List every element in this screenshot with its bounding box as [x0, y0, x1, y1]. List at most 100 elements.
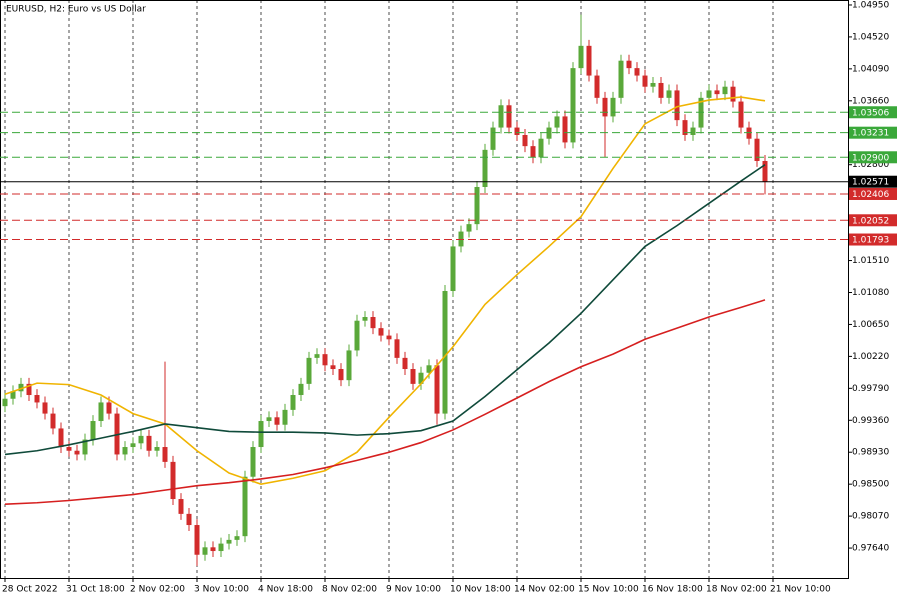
x-tick-label: 2 Nov 02:00 — [130, 585, 185, 595]
level-label: 1.02052 — [852, 216, 889, 226]
candle-body — [202, 547, 208, 555]
y-tick-label: 0.99360 — [852, 416, 889, 426]
candle-body — [474, 186, 480, 225]
candle-body — [290, 395, 296, 410]
candle-body — [522, 134, 528, 147]
candle-body — [722, 86, 728, 95]
candle-body — [738, 101, 744, 128]
y-tick-label: 1.02800 — [852, 160, 889, 170]
y-tick-label: 1.04090 — [852, 64, 889, 74]
x-tick-label: 28 Oct 2022 — [2, 585, 58, 595]
level-label-box — [849, 126, 897, 139]
candle-body — [82, 439, 88, 455]
candle-body — [602, 97, 608, 117]
candle-body — [546, 127, 552, 139]
candle-body — [298, 383, 304, 396]
candle-body — [498, 105, 504, 128]
x-tick-label: 18 Nov 02:00 — [706, 585, 767, 595]
candle-body — [410, 369, 416, 384]
candle-body — [322, 354, 328, 366]
plot-frame — [0, 0, 849, 579]
candle-body — [530, 146, 536, 158]
candle-body — [666, 90, 672, 98]
level-label: 1.03231 — [852, 129, 889, 139]
candle-body — [690, 127, 696, 135]
y-tick-label: 1.01510 — [852, 256, 889, 266]
y-tick-label: 0.98070 — [852, 512, 889, 522]
candle-body — [18, 383, 24, 392]
y-tick-label: 1.04520 — [852, 32, 889, 42]
candle-body — [242, 476, 248, 537]
candle-body — [210, 547, 216, 552]
candle-body — [442, 291, 448, 414]
candle-body — [194, 525, 200, 555]
y-tick-label: 0.98930 — [852, 448, 889, 458]
y-tick-label: 1.01080 — [852, 288, 889, 298]
moving-average — [4, 96, 766, 485]
candle-body — [506, 105, 512, 128]
candle-body — [26, 383, 32, 396]
candle-body — [618, 60, 624, 98]
level-label: 1.02406 — [852, 190, 889, 200]
level-label: 1.01793 — [852, 236, 889, 246]
x-tick-label: 9 Nov 10:00 — [386, 585, 441, 595]
candle-body — [418, 372, 424, 384]
level-label-box — [849, 214, 897, 227]
candle-body — [34, 395, 40, 403]
candle-body — [554, 116, 560, 128]
candle-body — [626, 60, 632, 69]
y-tick-label: 1.03660 — [852, 96, 889, 106]
level-label: 1.02571 — [852, 178, 889, 188]
candle-body — [466, 224, 472, 232]
candle-body — [162, 447, 168, 462]
candle-body — [314, 354, 320, 358]
candle-body — [490, 127, 496, 150]
x-tick-label: 16 Nov 18:00 — [642, 585, 703, 595]
moving-average — [4, 164, 766, 456]
candle-body — [706, 90, 712, 98]
x-tick-label: 3 Nov 10:00 — [194, 585, 249, 595]
candle-body — [50, 413, 56, 429]
candle-body — [714, 90, 720, 95]
candle-body — [2, 398, 8, 407]
candle-body — [370, 317, 376, 329]
level-label: 1.03506 — [852, 108, 889, 118]
candle-body — [450, 246, 456, 292]
candle-body — [570, 68, 576, 143]
candle-body — [98, 402, 104, 422]
candle-body — [634, 68, 640, 76]
candle-body — [362, 317, 368, 321]
candle-body — [762, 160, 768, 182]
candle-body — [154, 447, 160, 451]
level-label: 1.02900 — [852, 153, 889, 163]
candle-body — [354, 320, 360, 351]
x-tick-label: 4 Nov 18:00 — [258, 585, 313, 595]
candle-body — [650, 82, 656, 87]
x-tick-label: 10 Nov 18:00 — [450, 585, 511, 595]
candle-body — [642, 75, 648, 87]
candle-body — [10, 391, 16, 399]
level-label-box — [849, 233, 897, 246]
candle-body — [482, 149, 488, 187]
candle-body — [514, 127, 520, 135]
candle-body — [258, 421, 264, 448]
moving-average — [4, 299, 766, 506]
candle-body — [170, 461, 176, 500]
candle-body — [394, 339, 400, 358]
candle-body — [106, 402, 112, 414]
candle-body — [386, 335, 392, 340]
y-tick-label: 1.04950 — [852, 0, 889, 10]
candle-body — [578, 45, 584, 69]
level-label-box — [849, 175, 897, 188]
candle-body — [42, 402, 48, 414]
candle-body — [586, 45, 592, 76]
candle-body — [594, 75, 600, 98]
level-label-box — [849, 187, 897, 200]
candle-body — [250, 447, 256, 477]
level-label-box — [849, 106, 897, 119]
candle-body — [562, 116, 568, 143]
candle-body — [346, 350, 352, 381]
candle-body — [402, 357, 408, 370]
y-tick-label: 0.97640 — [852, 544, 889, 554]
candle-body — [458, 231, 464, 247]
